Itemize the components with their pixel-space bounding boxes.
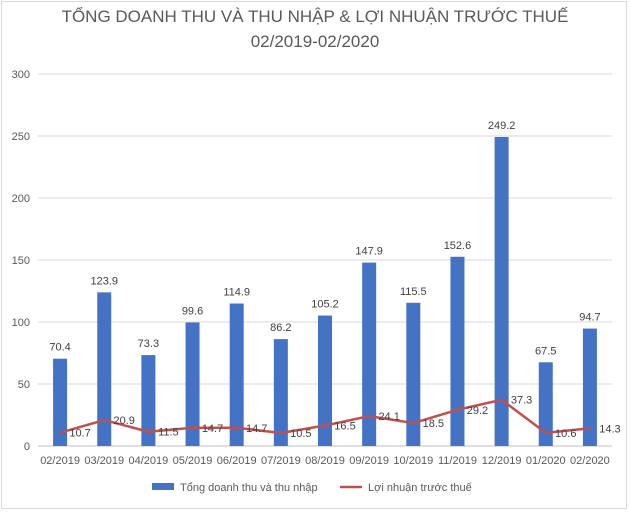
line-data-label: 18.5 xyxy=(423,418,444,430)
bar xyxy=(494,136,509,446)
x-tick-label: 08/2019 xyxy=(305,455,345,467)
bar-data-label: 114.9 xyxy=(223,287,250,299)
y-tick-label: 100 xyxy=(12,317,30,329)
line-data-label: 14.7 xyxy=(246,423,267,435)
bar-data-label: 99.6 xyxy=(182,305,203,317)
x-tick-label: 05/2019 xyxy=(173,455,213,467)
line-data-label: 14.7 xyxy=(202,423,223,435)
chart-subtitle: 02/2019-02/2020 xyxy=(250,32,380,51)
x-tick-label: 02/2020 xyxy=(570,455,610,467)
bar xyxy=(450,256,465,446)
x-tick-label: 09/2019 xyxy=(349,455,389,467)
x-tick-label: 02/2019 xyxy=(40,455,80,467)
x-tick-label: 04/2019 xyxy=(129,455,169,467)
bar-data-label: 73.3 xyxy=(138,338,159,350)
bar-data-label: 147.9 xyxy=(355,246,383,258)
bar-data-label: 94.7 xyxy=(579,312,600,324)
x-tick-label: 06/2019 xyxy=(217,455,257,467)
y-tick-label: 150 xyxy=(12,255,30,267)
bar-data-label: 249.2 xyxy=(488,120,516,132)
x-tick-label: 11/2019 xyxy=(438,455,477,467)
bar-data-label: 115.5 xyxy=(400,286,427,298)
chart-title: TỔNG DOANH THU VÀ THU NHẬP & LỢI NHUẬN T… xyxy=(61,7,569,26)
bar xyxy=(185,322,200,446)
bar-data-label: 152.6 xyxy=(444,240,472,252)
x-tick-label: 03/2019 xyxy=(84,455,124,467)
line-data-label: 14.3 xyxy=(599,423,620,435)
bar-data-label: 70.4 xyxy=(49,342,70,354)
line-data-label: 10.6 xyxy=(555,428,576,440)
x-tick-label: 01/2020 xyxy=(526,455,566,467)
y-tick-label: 300 xyxy=(12,69,30,81)
line-data-label: 20.9 xyxy=(114,415,135,427)
y-tick-label: 50 xyxy=(18,379,30,391)
bar xyxy=(538,362,553,446)
bar xyxy=(141,355,156,446)
bar xyxy=(406,302,421,446)
bar xyxy=(97,292,112,446)
legend-bar-swatch xyxy=(152,483,174,490)
x-tick-label: 10/2019 xyxy=(393,455,433,467)
line-data-label: 11.5 xyxy=(158,427,179,439)
x-tick-label: 12/2019 xyxy=(482,455,522,467)
line-data-label: 10.5 xyxy=(290,428,311,440)
bar-data-label: 123.9 xyxy=(90,275,118,287)
line-data-label: 29.2 xyxy=(467,405,488,417)
bar-data-label: 105.2 xyxy=(311,299,339,311)
bar xyxy=(229,303,244,446)
x-tick-label: 07/2019 xyxy=(261,455,301,467)
bar xyxy=(362,262,377,446)
line-data-label: 10.7 xyxy=(69,428,90,440)
bar xyxy=(318,315,332,446)
legend-bar-label: Tổng doanh thu và thu nhập xyxy=(180,482,318,494)
y-tick-label: 0 xyxy=(24,441,30,453)
bar xyxy=(53,358,68,446)
legend-line-label: Lợi nhuận trước thuế xyxy=(368,482,472,494)
bar xyxy=(273,339,288,446)
y-tick-label: 250 xyxy=(12,131,30,143)
bar-data-label: 86.2 xyxy=(270,322,291,334)
bar-data-label: 67.5 xyxy=(535,345,556,357)
line-data-label: 37.3 xyxy=(511,395,532,407)
line-data-label: 24.1 xyxy=(378,411,399,423)
y-tick-label: 200 xyxy=(12,193,30,205)
line-data-label: 16.5 xyxy=(334,421,355,433)
bar xyxy=(582,328,597,446)
